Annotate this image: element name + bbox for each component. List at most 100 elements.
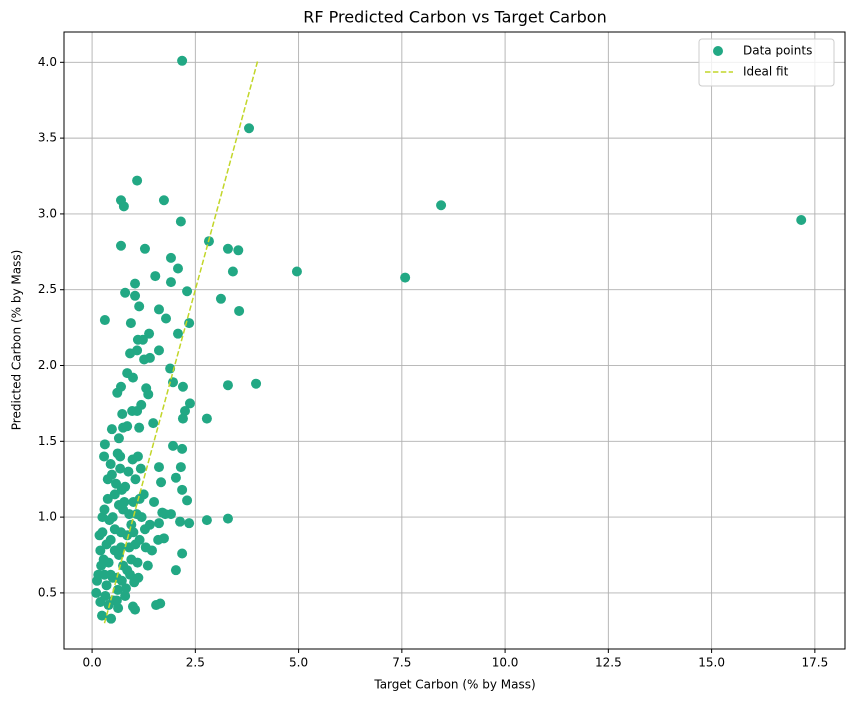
- data-point: [153, 518, 164, 529]
- data-point: [112, 584, 123, 595]
- data-point: [113, 499, 124, 510]
- data-point: [128, 527, 139, 538]
- legend-label: Data points: [743, 44, 812, 58]
- data-point: [101, 580, 112, 591]
- data-point: [201, 515, 212, 526]
- data-point: [115, 542, 126, 553]
- data-point: [123, 466, 134, 477]
- data-point: [144, 328, 155, 339]
- data-point: [168, 377, 179, 388]
- grid: [64, 32, 845, 649]
- data-point: [227, 266, 238, 277]
- data-point: [98, 554, 109, 565]
- y-tick-label: 0.5: [38, 585, 57, 599]
- data-point: [127, 454, 138, 465]
- data-point: [125, 569, 136, 580]
- data-point: [142, 560, 153, 571]
- data-point: [97, 512, 108, 523]
- x-tick-label: 0.0: [83, 656, 102, 670]
- data-point: [143, 389, 154, 400]
- data-point: [125, 348, 136, 359]
- data-point: [134, 301, 145, 312]
- data-point: [244, 123, 255, 134]
- data-point: [127, 601, 138, 612]
- data-point: [118, 560, 129, 571]
- x-tick-label: 12.5: [595, 656, 622, 670]
- y-tick-label: 2.5: [38, 282, 57, 296]
- data-point: [103, 600, 114, 611]
- data-point: [291, 266, 302, 277]
- data-point: [165, 252, 176, 263]
- data-point: [222, 243, 233, 254]
- data-point: [109, 524, 120, 535]
- data-point: [161, 313, 172, 324]
- data-point: [139, 354, 150, 365]
- data-point: [177, 484, 188, 495]
- y-tick-label: 3.0: [38, 206, 57, 220]
- marks: [91, 55, 807, 624]
- data-point: [177, 381, 188, 392]
- data-point: [170, 472, 181, 483]
- data-point: [94, 530, 105, 541]
- data-point: [215, 293, 226, 304]
- data-point: [436, 200, 447, 211]
- data-point: [102, 474, 113, 485]
- data-point: [177, 55, 188, 66]
- data-point: [124, 509, 135, 520]
- y-tick-label: 2.0: [38, 358, 57, 372]
- data-point: [175, 516, 186, 527]
- data-point: [172, 328, 183, 339]
- data-point: [177, 413, 188, 424]
- data-point: [92, 575, 103, 586]
- y-tick-label: 1.5: [38, 434, 57, 448]
- data-point: [153, 304, 164, 315]
- data-point: [113, 603, 124, 614]
- data-point: [111, 595, 122, 606]
- data-point: [137, 334, 148, 345]
- legend-box: [698, 38, 835, 87]
- data-point: [112, 387, 123, 398]
- data-point: [118, 201, 129, 212]
- data-point: [168, 440, 179, 451]
- data-point: [95, 545, 106, 556]
- y-tick-label: 4.0: [38, 55, 57, 69]
- data-point: [150, 271, 161, 282]
- data-point: [153, 462, 164, 473]
- data-point: [400, 272, 411, 283]
- data-point: [125, 318, 136, 329]
- data-point: [177, 548, 188, 559]
- x-tick-label: 5.0: [289, 656, 308, 670]
- data-point: [156, 477, 167, 488]
- fit-line: [103, 60, 259, 624]
- x-tick-label: 2.5: [186, 656, 205, 670]
- data-point: [158, 195, 169, 206]
- x-tick-label: 15.0: [698, 656, 725, 670]
- data-point: [222, 380, 233, 391]
- data-point: [149, 496, 160, 507]
- data-point: [101, 539, 112, 550]
- data-point: [153, 534, 164, 545]
- y-tick-label: 3.5: [38, 131, 57, 145]
- data-point: [127, 372, 138, 383]
- data-point: [117, 409, 128, 420]
- data-point: [120, 287, 131, 298]
- data-point: [134, 422, 145, 433]
- data-point: [127, 405, 138, 416]
- x-tick-label: 10.0: [492, 656, 519, 670]
- data-point: [132, 175, 143, 186]
- data-point: [146, 545, 157, 556]
- data-point: [182, 286, 193, 297]
- data-point: [99, 569, 110, 580]
- data-point: [102, 493, 113, 504]
- data-point: [130, 539, 141, 550]
- data-point: [184, 398, 195, 409]
- data-point: [130, 290, 141, 301]
- data-point: [126, 519, 137, 530]
- data-point: [115, 463, 126, 474]
- data-point: [175, 216, 186, 227]
- data-point: [175, 462, 186, 473]
- data-point: [99, 451, 110, 462]
- data-point: [182, 495, 193, 506]
